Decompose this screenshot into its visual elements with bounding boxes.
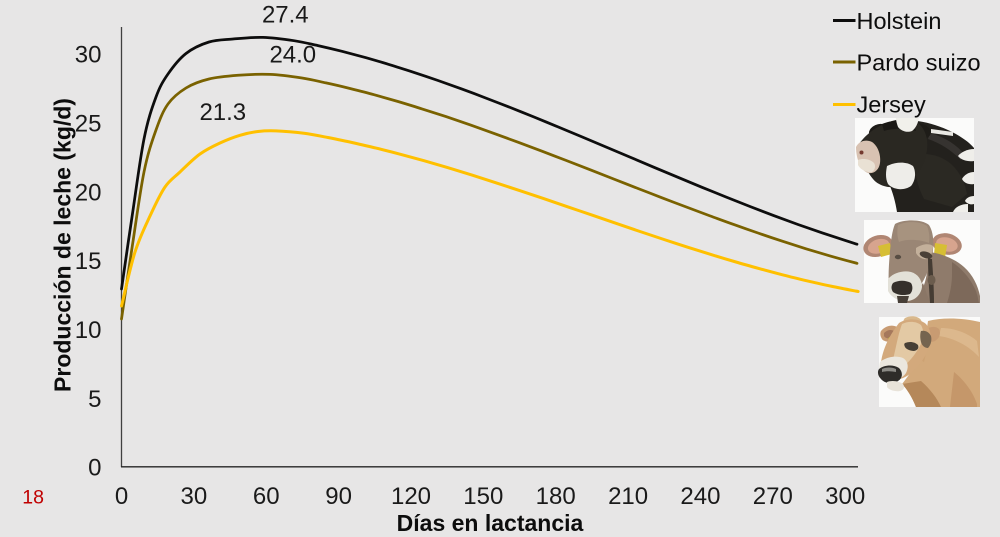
svg-text:10: 10	[75, 317, 102, 344]
svg-text:21.3: 21.3	[199, 99, 246, 126]
svg-text:0: 0	[115, 483, 128, 510]
svg-text:24.0: 24.0	[269, 41, 316, 68]
svg-text:Holstein: Holstein	[857, 8, 942, 34]
svg-text:Días en lactancia: Días en lactancia	[397, 510, 584, 536]
svg-text:Pardo suizo: Pardo suizo	[857, 49, 981, 75]
svg-text:210: 210	[608, 483, 648, 510]
svg-text:180: 180	[536, 483, 576, 510]
svg-text:20: 20	[75, 179, 102, 206]
svg-text:Producción de leche (kg/d): Producción de leche (kg/d)	[50, 98, 76, 392]
svg-text:150: 150	[463, 483, 503, 510]
svg-text:300: 300	[825, 483, 865, 510]
svg-text:120: 120	[391, 483, 431, 510]
svg-text:30: 30	[75, 42, 102, 69]
svg-text:18: 18	[22, 487, 44, 509]
svg-text:240: 240	[680, 483, 720, 510]
svg-text:27.4: 27.4	[262, 2, 309, 29]
svg-text:5: 5	[88, 386, 101, 413]
svg-text:0: 0	[88, 455, 101, 482]
svg-text:Jersey: Jersey	[857, 91, 926, 117]
svg-text:30: 30	[181, 483, 208, 510]
svg-text:90: 90	[325, 483, 352, 510]
svg-text:270: 270	[753, 483, 793, 510]
svg-text:25: 25	[75, 110, 102, 137]
svg-text:60: 60	[253, 483, 280, 510]
svg-text:15: 15	[75, 248, 102, 275]
